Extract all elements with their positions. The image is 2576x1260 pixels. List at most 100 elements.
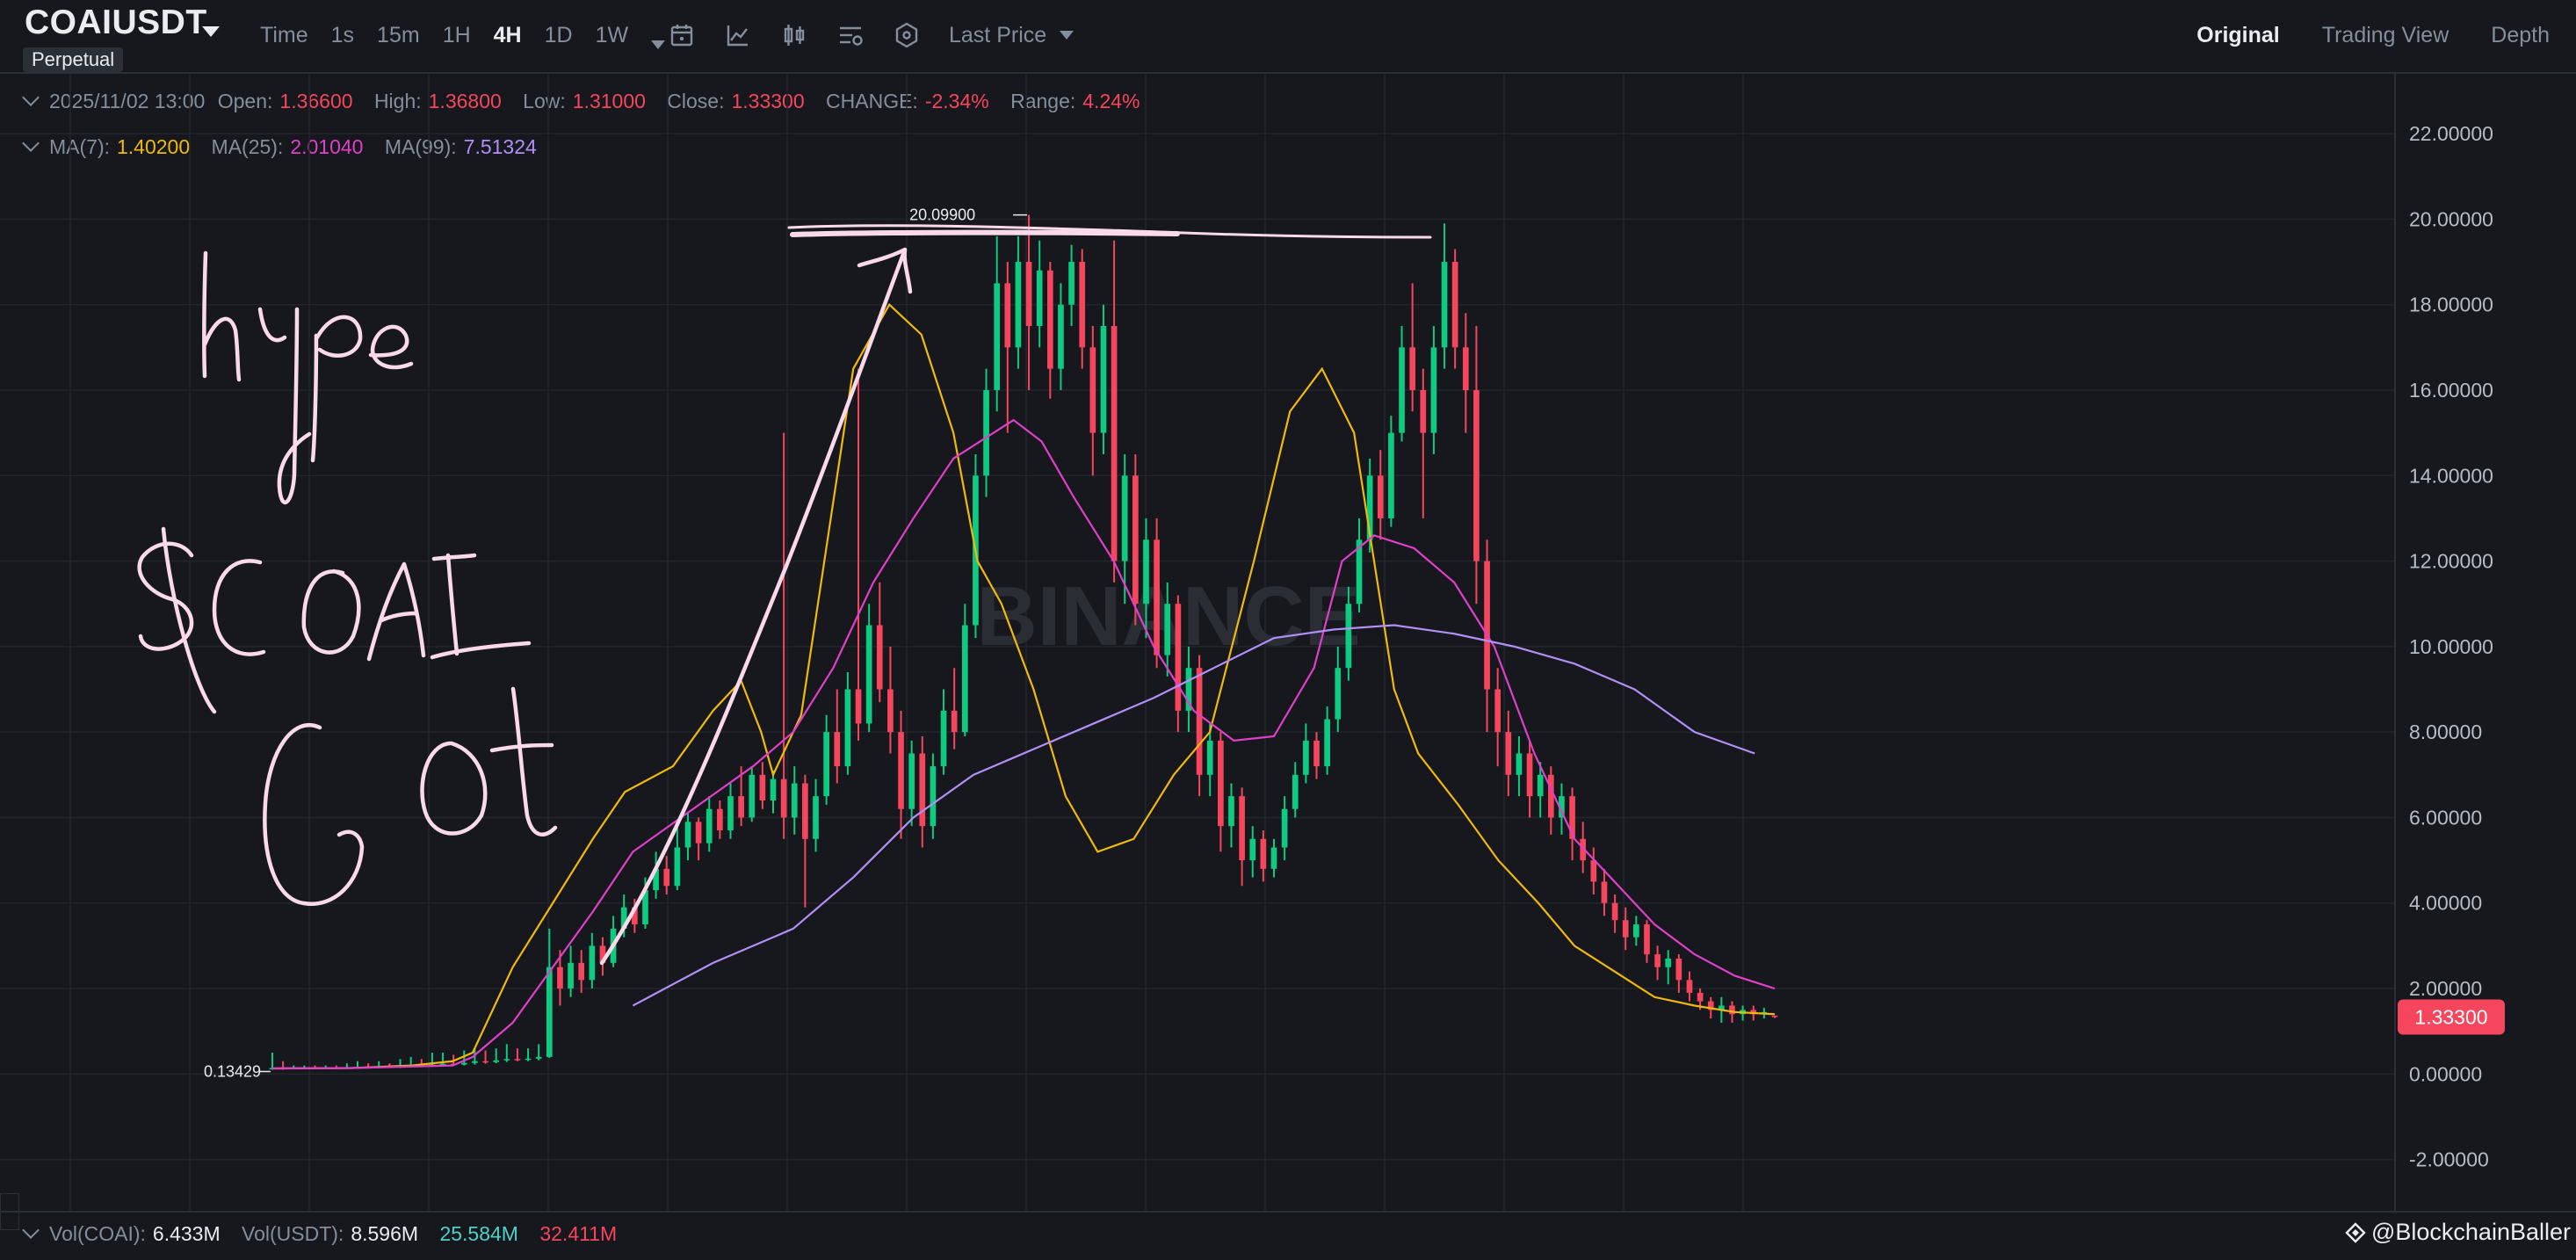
candle-body xyxy=(1665,958,1672,967)
candle-body xyxy=(930,766,937,827)
close-value: 1.33300 xyxy=(731,90,805,112)
interval-1h[interactable]: 1H xyxy=(442,23,471,47)
current-price-tag: 1.33300 xyxy=(2398,999,2505,1035)
candle-body xyxy=(983,389,989,476)
price-axis-tick: 22.00000 xyxy=(2409,122,2493,145)
creator-watermark: @BlockchainBaller xyxy=(2345,1219,2571,1246)
ma7-label: MA(7): xyxy=(49,135,110,158)
view-original[interactable]: Original xyxy=(2196,23,2280,47)
candle-body xyxy=(1356,539,1363,605)
candle-body xyxy=(1547,774,1554,818)
candle-body xyxy=(460,1062,467,1065)
candle-body xyxy=(1516,753,1523,775)
candle-body xyxy=(589,945,596,981)
candle-body xyxy=(1228,796,1234,827)
candle-body xyxy=(269,1068,276,1070)
candle-body xyxy=(1644,924,1650,955)
calendar-icon[interactable] xyxy=(668,21,696,49)
candle-body xyxy=(951,710,958,733)
candle-body xyxy=(876,625,883,690)
candle-body xyxy=(439,1063,446,1066)
view-trading-view[interactable]: Trading View xyxy=(2321,23,2449,47)
interval-1s[interactable]: 1s xyxy=(330,23,355,47)
top-toolbar: COAIUSDT Perpetual Time 1s 15m 1H 4H 1D … xyxy=(0,0,2576,74)
candle-body xyxy=(738,796,744,818)
price-type-dropdown[interactable]: Last Price xyxy=(949,23,1075,48)
high-marker-label: 20.09900 xyxy=(909,206,975,224)
candle-body xyxy=(557,967,563,989)
panel-expand-tab[interactable] xyxy=(0,1193,19,1230)
candle-body xyxy=(1058,304,1064,369)
view-depth[interactable]: Depth xyxy=(2491,23,2550,47)
candle-body xyxy=(1707,1001,1714,1010)
price-axis-tick: 0.00000 xyxy=(2409,1062,2482,1085)
ohlc-info-row: 2025/11/02 13:00 Open: 1.36600 High: 1.368… xyxy=(22,89,1155,113)
candle-body xyxy=(1697,992,1704,1002)
candle-body xyxy=(855,689,862,724)
candle-body xyxy=(493,1060,500,1062)
price-type-label: Last Price xyxy=(949,23,1047,47)
candle-body xyxy=(1622,920,1629,938)
candle-body xyxy=(865,625,872,724)
candle-body xyxy=(1430,347,1437,433)
price-axis-tick: 8.00000 xyxy=(2409,721,2482,743)
candle-body xyxy=(472,1061,478,1063)
price-axis-tick: -2.00000 xyxy=(2409,1148,2489,1171)
price-axis-tick: 16.00000 xyxy=(2409,379,2493,402)
candle-body xyxy=(1270,847,1277,869)
candle-body xyxy=(1580,838,1587,861)
candle-body xyxy=(1281,808,1288,848)
ma7-value: 1.40200 xyxy=(117,135,191,158)
candle-body xyxy=(1590,860,1597,882)
candle-body xyxy=(568,962,574,989)
vol-ma-value-2: 32.411M xyxy=(539,1222,618,1245)
candle-body xyxy=(802,783,808,839)
range-label: Range: xyxy=(1010,90,1076,112)
candle-body xyxy=(1611,902,1618,921)
candle-body xyxy=(1388,432,1394,518)
interval-time[interactable]: Time xyxy=(260,23,308,47)
interval-1w[interactable]: 1W xyxy=(595,23,629,47)
vol-ma-value-1: 25.584M xyxy=(439,1222,518,1245)
interval-more-caret-icon[interactable] xyxy=(651,23,666,55)
close-label: Close: xyxy=(667,90,725,112)
price-chart[interactable]: BINANCE 22.0000020.0000018.0000016.00000… xyxy=(0,74,2576,1211)
candle-body xyxy=(1537,774,1544,797)
candle-body xyxy=(791,783,798,818)
range-value: 4.24% xyxy=(1082,90,1140,112)
symbol-dropdown-caret-icon[interactable] xyxy=(202,26,220,37)
candle-body xyxy=(1132,475,1139,605)
candle-body xyxy=(1675,958,1682,981)
interval-15m[interactable]: 15m xyxy=(377,23,420,47)
candle-body xyxy=(1494,689,1501,733)
price-axis-tick: 14.00000 xyxy=(2409,464,2493,487)
price-markers: 20.09900 0.13429 xyxy=(204,206,1028,1080)
symbol-title[interactable]: COAIUSDT xyxy=(25,4,207,41)
candle-body xyxy=(1771,1015,1778,1017)
ma-info-row: MA(7): 1.40200 MA(25): 2.01040 MA(99): 7.51… xyxy=(22,134,553,159)
moving-averages xyxy=(271,302,1776,1070)
candle-body xyxy=(1473,389,1480,561)
interval-4h[interactable]: 4H xyxy=(493,23,522,47)
vol-coai-value: 6.433M xyxy=(152,1222,221,1245)
candle-body xyxy=(684,822,691,848)
hexagon-settings-icon[interactable] xyxy=(893,21,921,49)
candle-body xyxy=(1484,561,1490,690)
candle-body xyxy=(525,1058,532,1061)
handwritten-annotation xyxy=(137,224,1432,966)
candle-body xyxy=(759,774,766,800)
open-label: Open: xyxy=(217,90,273,112)
candle-body xyxy=(1046,270,1053,369)
interval-1d[interactable]: 1D xyxy=(544,23,573,47)
candle-body xyxy=(1175,604,1182,711)
candle-body xyxy=(546,967,553,1057)
candle-body xyxy=(1324,719,1330,767)
candle-body xyxy=(1143,539,1149,605)
collapse-volume-chevron-icon[interactable] xyxy=(22,1221,40,1239)
interval-selector: Time 1s 15m 1H 4H 1D 1W xyxy=(260,23,688,55)
indicator-chart-icon[interactable] xyxy=(724,21,752,49)
candle-body xyxy=(1505,732,1512,775)
chart-settings-icon[interactable] xyxy=(836,21,865,49)
high-value: 1.36800 xyxy=(428,90,502,112)
candle-style-icon[interactable] xyxy=(780,21,808,49)
